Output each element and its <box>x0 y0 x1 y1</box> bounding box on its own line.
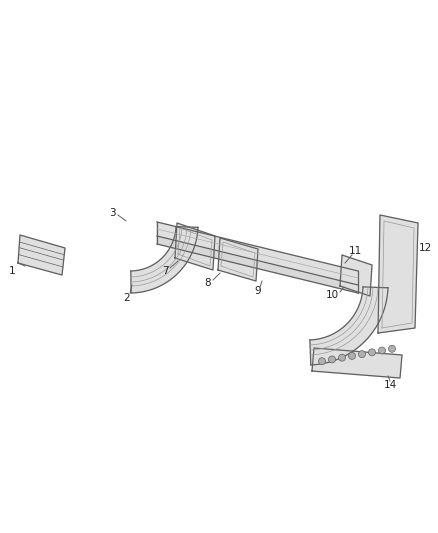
Text: 12: 12 <box>418 243 431 253</box>
Text: 1: 1 <box>9 266 15 276</box>
Circle shape <box>339 354 346 361</box>
Polygon shape <box>340 255 372 296</box>
Circle shape <box>358 351 365 358</box>
Polygon shape <box>157 222 358 285</box>
Polygon shape <box>157 236 358 293</box>
Polygon shape <box>18 235 65 275</box>
Text: 8: 8 <box>205 278 211 288</box>
Polygon shape <box>131 227 198 293</box>
Circle shape <box>389 345 396 352</box>
Text: 10: 10 <box>325 290 339 300</box>
Text: 2: 2 <box>124 293 131 303</box>
Text: 11: 11 <box>348 246 362 256</box>
Text: 7: 7 <box>162 266 168 276</box>
Polygon shape <box>310 287 388 365</box>
Text: 14: 14 <box>383 380 397 390</box>
Polygon shape <box>175 223 215 270</box>
Polygon shape <box>378 215 418 333</box>
Text: 9: 9 <box>254 286 261 296</box>
Text: 3: 3 <box>109 208 115 218</box>
Circle shape <box>349 352 356 359</box>
Polygon shape <box>312 348 402 378</box>
Polygon shape <box>218 238 258 281</box>
Circle shape <box>378 347 385 354</box>
Circle shape <box>368 349 375 356</box>
Circle shape <box>328 356 336 363</box>
Circle shape <box>318 358 325 365</box>
